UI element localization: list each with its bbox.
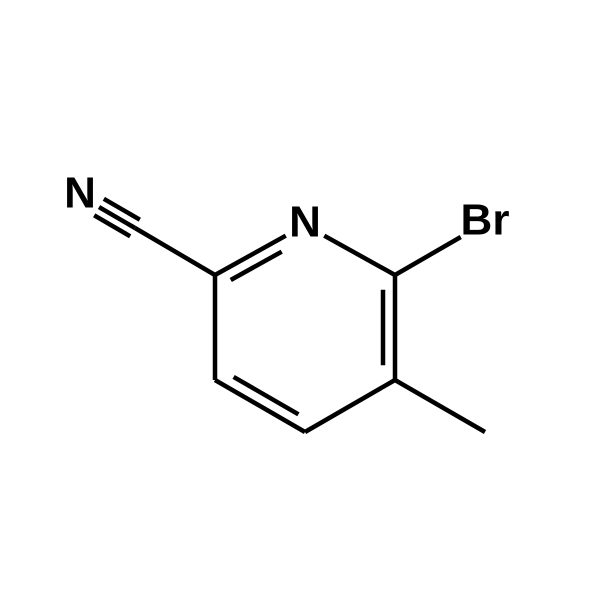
atom-label-N_cn: N xyxy=(64,169,96,218)
atom-label-Br: Br xyxy=(461,196,510,245)
bond xyxy=(104,199,140,220)
bond xyxy=(231,252,282,280)
bond xyxy=(99,207,135,228)
bond xyxy=(94,215,130,236)
bond xyxy=(215,380,305,432)
atom-label-N_ring: N xyxy=(289,198,321,247)
bond xyxy=(324,236,395,275)
bond xyxy=(395,380,485,432)
bond xyxy=(135,228,215,275)
bond xyxy=(395,237,461,275)
chemical-structure: N Br N xyxy=(0,0,600,600)
bond xyxy=(305,380,395,432)
